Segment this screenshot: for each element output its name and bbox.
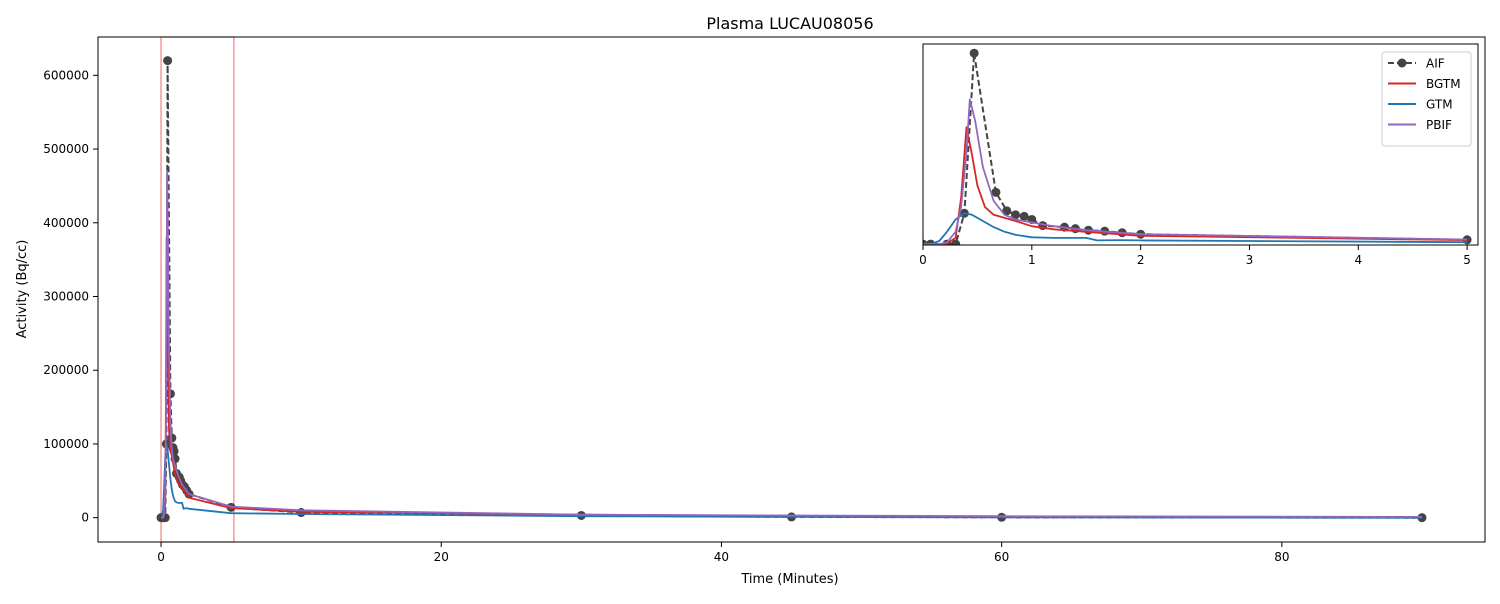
inset-axes-frame (922, 43, 1479, 246)
inset-data-point-aif (1011, 210, 1020, 220)
inset-series-group (923, 48, 1472, 245)
inset-series-line-pbif (923, 98, 1468, 245)
x-tick-label: 60 (994, 550, 1009, 564)
legend-label: AIF (1426, 57, 1445, 71)
main-axes-frame (97, 36, 1486, 543)
x-axis-label: Time (Minutes) (740, 572, 838, 587)
legend-label: BGTM (1426, 77, 1461, 91)
inset-data-point-aif (1002, 206, 1012, 216)
inset-x-tick-label: 1 (1028, 253, 1036, 267)
legend-swatch-marker (1397, 58, 1407, 68)
inset-x-tick-label: 4 (1354, 253, 1362, 267)
data-point-aif (163, 56, 173, 66)
x-tick-label: 80 (1274, 550, 1289, 564)
inset-series-gtm (923, 212, 1468, 245)
main-plot-area: 0 20 40 60 800100000200000300000400000500000… (43, 36, 1486, 564)
y-tick-label: 0 (81, 511, 89, 525)
inset-plot-area: 0 1 2 3 4 5 AIF BGTM GTM PBIF (919, 43, 1479, 267)
legend-box (1381, 51, 1472, 147)
legend-label: PBIF (1426, 118, 1452, 132)
series-line-bgtm (161, 236, 1423, 519)
inset-data-point-aif (991, 187, 1001, 197)
inset-data-point-aif (1019, 211, 1029, 221)
y-tick-label: 200000 (43, 363, 89, 377)
legend-item-gtm: GTM (1388, 98, 1453, 112)
x-tick-label: 0 (157, 550, 165, 564)
legend-label: GTM (1426, 98, 1453, 112)
y-tick-label: 400000 (43, 216, 89, 230)
inset-series-pbif (923, 98, 1468, 245)
legend-item-aif: AIF (1388, 57, 1445, 71)
inset-series-line-gtm (923, 212, 1468, 245)
x-tick-label: 40 (714, 550, 729, 564)
series-pbif (161, 170, 1423, 519)
series-line-gtm (161, 442, 1423, 519)
inset-data-point-aif (951, 239, 961, 245)
inset-x-tick-label: 0 (919, 253, 927, 267)
inset-x-tick-label: 3 (1246, 253, 1254, 267)
legend-item-pbif: PBIF (1388, 118, 1452, 132)
inset-x-tick-label: 5 (1463, 253, 1471, 267)
series-gtm (161, 442, 1423, 519)
inset-x-tick-label: 2 (1137, 253, 1145, 267)
legend: AIF BGTM GTM PBIF (1381, 51, 1472, 147)
series-bgtm (161, 236, 1423, 519)
inset-data-point-aif (969, 48, 979, 58)
y-axis-label: Activity (Bq/cc) (15, 240, 30, 339)
y-tick-label: 300000 (43, 290, 89, 304)
chart-title: Plasma LUCAU08056 (706, 14, 873, 33)
series-line-pbif (161, 170, 1423, 519)
x-tick-label: 20 (434, 550, 449, 564)
y-tick-label: 500000 (43, 142, 89, 156)
y-tick-label: 600000 (43, 68, 89, 82)
legend-item-bgtm: BGTM (1388, 77, 1461, 91)
zoom-region-box (160, 36, 235, 543)
y-tick-label: 100000 (43, 437, 89, 451)
